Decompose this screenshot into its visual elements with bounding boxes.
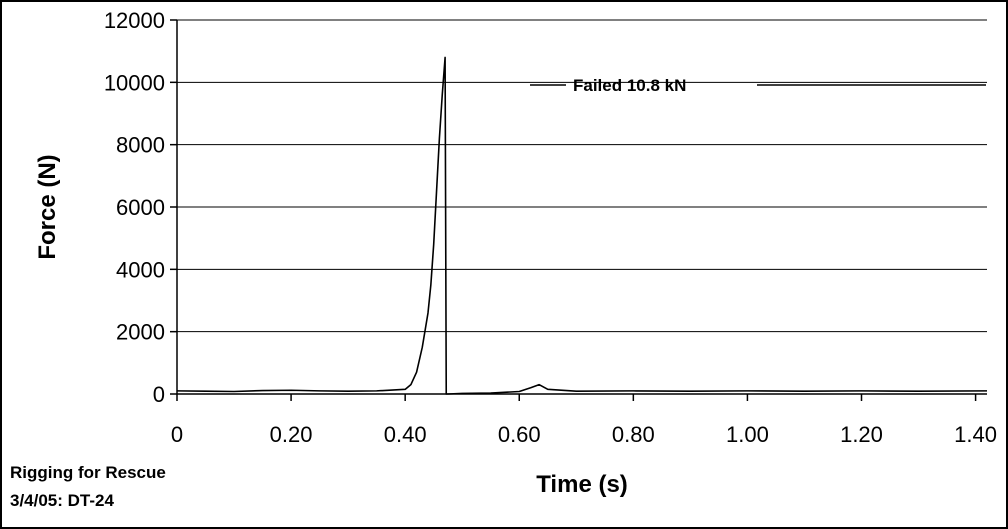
footnote-line1: Rigging for Rescue [10,463,166,482]
x-axis-title: Time (s) [536,471,628,498]
x-tick-label: 0.40 [384,422,427,447]
x-tick-label: 0.20 [270,422,313,447]
y-tick-label: 10000 [104,70,165,95]
footnote-line2: 3/4/05: DT-24 [10,491,114,510]
x-tick-label: 0 [171,422,183,447]
x-tick-label: 1.20 [840,422,883,447]
y-tick-label: 2000 [116,320,165,345]
grid [177,19,987,333]
y-tick-label: 12000 [104,8,165,33]
x-tick-label: 1.00 [726,422,769,447]
y-axis-title: Force (N) [34,154,61,259]
y-tick-label: 6000 [116,195,165,220]
series [176,56,988,395]
annotation-failed: Failed 10.8 kN [573,76,686,95]
tick-labels: 0 2000 4000 6000 8000 10000 12000 0 0.20 0.40 0.60… [104,8,997,447]
x-tick-label: 0.60 [498,422,541,447]
y-tick-label: 4000 [116,257,165,282]
x-tick-label: 0.80 [612,422,655,447]
axes [170,19,987,401]
y-tick-label: 0 [153,382,165,407]
x-tick-label: 1.40 [954,422,997,447]
y-tick-label: 8000 [116,133,165,158]
series-line [176,56,988,395]
